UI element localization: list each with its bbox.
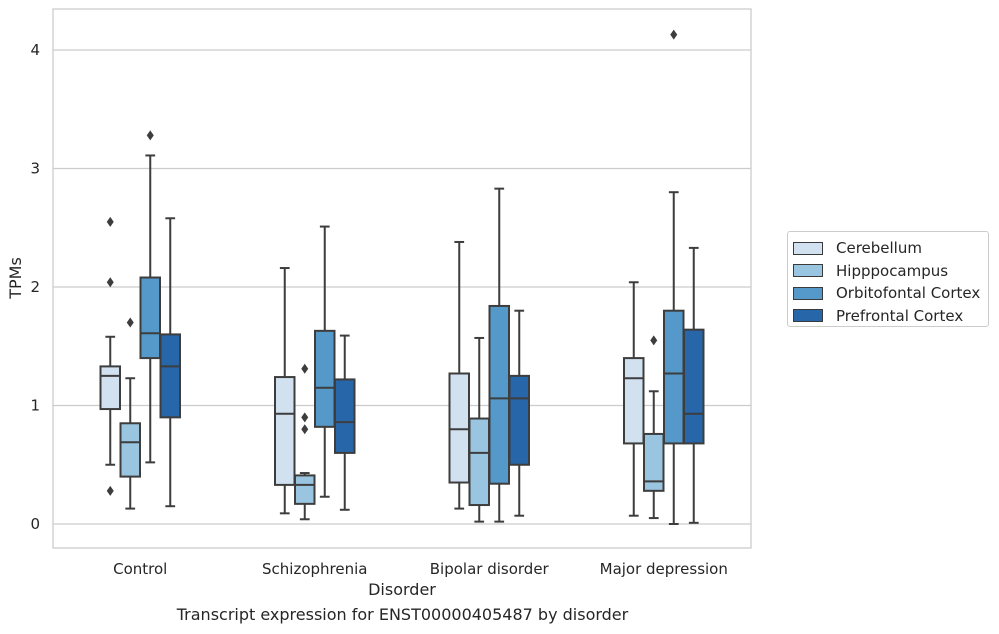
box-iqr xyxy=(643,432,665,492)
box-2-2 xyxy=(488,187,510,523)
box-iqr xyxy=(663,309,685,445)
box-1-1 xyxy=(294,363,316,521)
box-iqr xyxy=(314,329,336,428)
outlier-point xyxy=(106,277,114,288)
box-iqr xyxy=(623,357,645,445)
legend-label: Orbitofontal Cortex xyxy=(836,284,981,303)
legend-label: Prefrontal Cortex xyxy=(836,306,964,325)
outlier-point xyxy=(301,363,309,374)
y-tick-label: 2 xyxy=(30,278,40,296)
outlier-point xyxy=(301,412,309,423)
x-tick-label: Bipolar disorder xyxy=(430,560,550,578)
x-tick-label: Control xyxy=(113,560,167,578)
box-1-3 xyxy=(643,335,665,520)
x-tick-label: Major depression xyxy=(600,560,728,578)
box-2-1 xyxy=(314,225,336,498)
legend-item: Orbitofontal Cortex xyxy=(793,282,988,305)
legend-swatch xyxy=(793,309,823,323)
box-iqr xyxy=(334,378,356,454)
outlier-point xyxy=(146,130,154,141)
box-3-0 xyxy=(159,217,181,508)
legend-swatch xyxy=(793,241,823,255)
box-3-1 xyxy=(334,334,356,511)
box-iqr xyxy=(274,376,296,486)
outlier-point xyxy=(301,424,309,435)
y-tick-label: 1 xyxy=(30,397,40,415)
box-iqr xyxy=(99,365,121,411)
y-tick-label: 0 xyxy=(30,515,40,533)
box-0-1 xyxy=(274,267,296,515)
box-1-2 xyxy=(468,336,490,523)
legend-item: Hipppocampus xyxy=(793,260,988,283)
box-iqr xyxy=(119,422,141,478)
outlier-point xyxy=(650,335,658,346)
box-3-2 xyxy=(508,309,530,517)
legend-label: Hipppocampus xyxy=(836,261,949,280)
box-iqr xyxy=(468,417,490,507)
legend-item: Cerebellum xyxy=(793,237,988,260)
legend-item: Prefrontal Cortex xyxy=(793,305,988,328)
box-0-3 xyxy=(623,281,645,517)
y-tick-label: 3 xyxy=(30,160,40,178)
box-iqr xyxy=(683,328,705,445)
x-tick-label: Schizophrenia xyxy=(262,560,367,578)
legend-swatch xyxy=(793,286,823,300)
box-0-0 xyxy=(99,216,121,496)
y-axis-title: TPMs xyxy=(6,257,25,300)
box-iqr xyxy=(294,474,316,505)
outlier-point xyxy=(670,29,678,40)
box-iqr xyxy=(488,304,510,485)
legend-label: Cerebellum xyxy=(836,239,922,258)
y-tick-label: 4 xyxy=(30,41,40,59)
box-1-0 xyxy=(119,317,141,510)
legend: Cerebellum Hipppocampus Orbitofontal Corte… xyxy=(787,231,989,327)
outlier-point xyxy=(106,216,114,227)
box-iqr xyxy=(508,374,530,466)
legend-swatch xyxy=(793,264,823,278)
box-iqr xyxy=(159,333,181,419)
chart-caption: Transcript expression for ENST0000040548… xyxy=(176,605,629,624)
box-3-3 xyxy=(683,246,705,524)
box-iqr xyxy=(448,372,470,484)
outlier-point xyxy=(106,485,114,496)
box-iqr xyxy=(139,276,161,360)
box-2-0 xyxy=(139,130,161,464)
outlier-point xyxy=(126,317,134,328)
x-axis-title: Disorder xyxy=(368,580,436,599)
